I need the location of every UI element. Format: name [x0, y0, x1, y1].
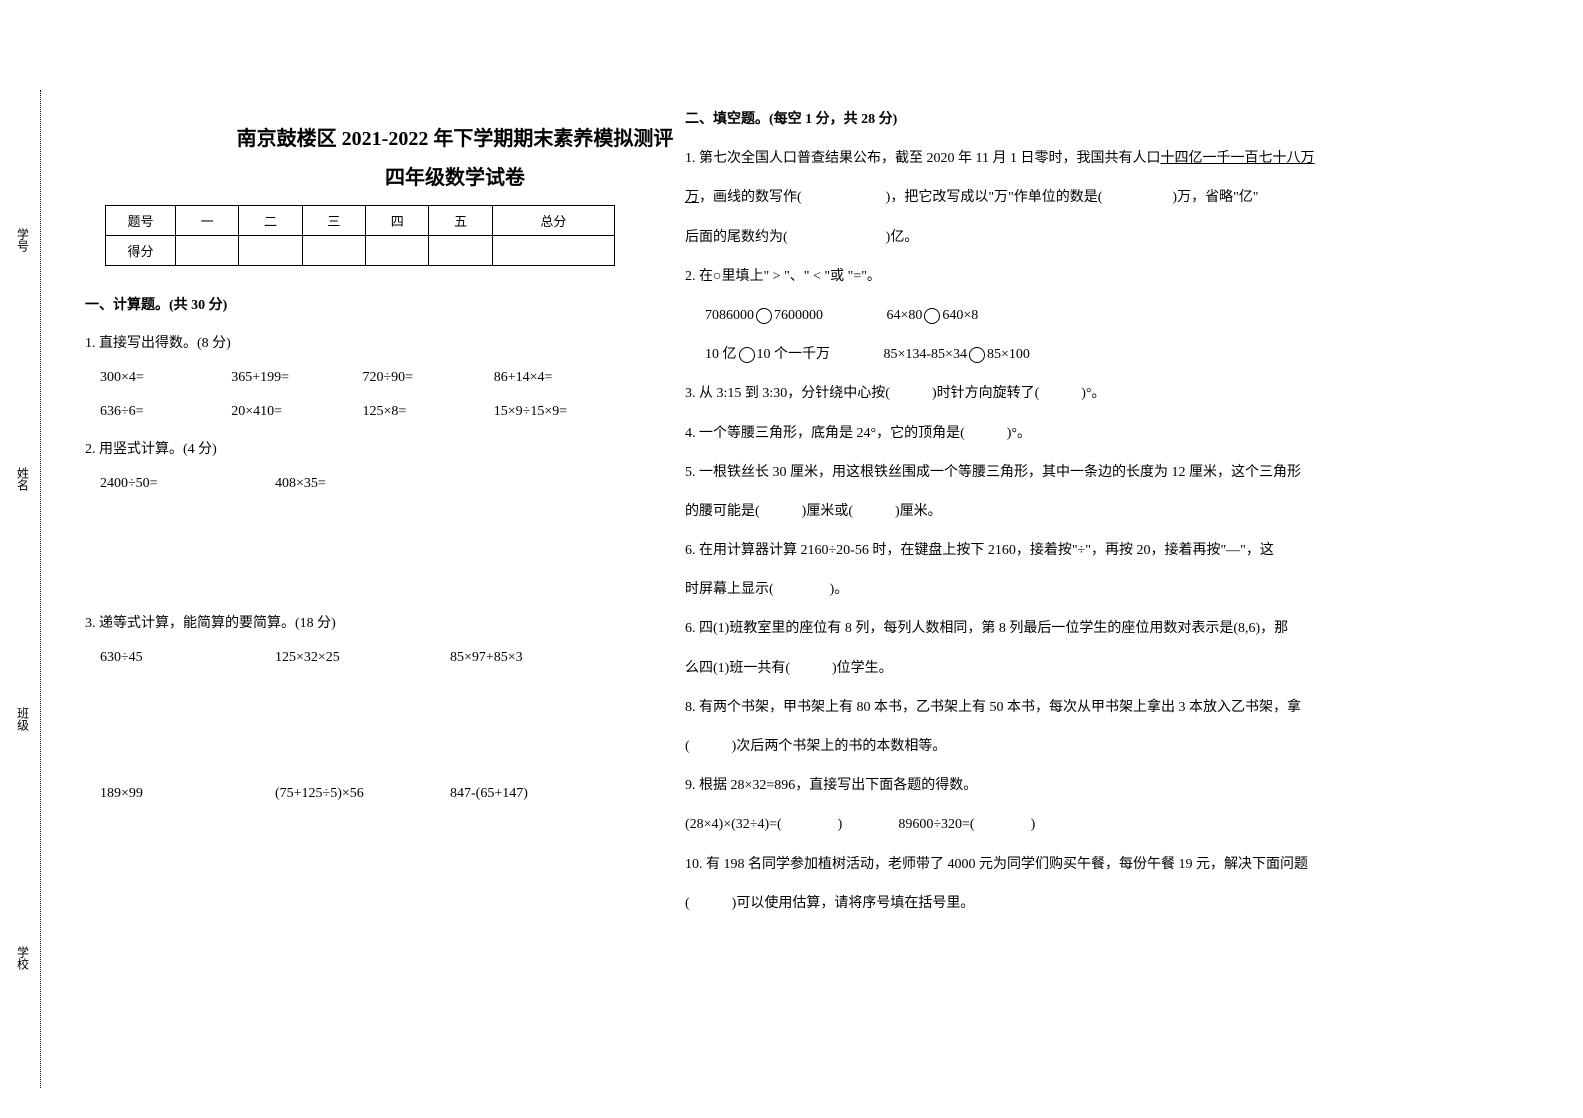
calc-item: (75+125÷5)×56	[275, 786, 450, 802]
calc-item: 2400÷50=	[100, 476, 275, 492]
header-cell: 五	[429, 206, 492, 236]
q3-title: 3. 递等式计算，能简算的要简算。(18 分)	[85, 612, 625, 632]
calc-item: 365+199=	[231, 370, 362, 386]
fill-blank-q9: 9. 根据 28×32=896，直接写出下面各题的得数。	[685, 766, 1465, 805]
header-cell: 四	[366, 206, 429, 236]
calc-item: 630÷45	[100, 650, 275, 666]
fill-blank-q5b: 的腰可能是( )厘米或( )厘米。	[685, 492, 1465, 531]
fill-blank-q6b: 时屏幕上显示( )。	[685, 570, 1465, 609]
calc-row: 636÷6= 20×410= 125×8= 15×9÷15×9=	[85, 404, 625, 420]
score-cell[interactable]	[176, 236, 239, 266]
calc-item: 408×35=	[275, 476, 450, 492]
left-column: 南京鼓楼区 2021-2022 年下学期期末素养模拟测评 四年级数学试卷 题号 …	[85, 60, 645, 923]
score-table: 题号 一 二 三 四 五 总分 得分	[105, 205, 615, 266]
fill-blank-q10: 10. 有 198 名同学参加植树活动，老师带了 4000 元为同学们购买午餐，…	[685, 845, 1465, 884]
class-label: 班级	[15, 707, 32, 731]
section1-title: 一、计算题。(共 30 分)	[85, 294, 625, 314]
header-cell: 三	[302, 206, 365, 236]
fill-blank-q10b: ( )可以使用估算，请将序号填在括号里。	[685, 884, 1465, 923]
name-label: 姓名	[15, 467, 32, 491]
main-title: 南京鼓楼区 2021-2022 年下学期期末素养模拟测评	[205, 122, 705, 151]
calc-row: 300×4= 365+199= 720÷90= 86+14×4=	[85, 370, 625, 386]
score-label: 得分	[106, 236, 176, 266]
header-cell: 二	[239, 206, 302, 236]
right-column: 二、填空题。(每空 1 分，共 28 分) 1. 第七次全国人口普查结果公布，截…	[645, 60, 1465, 923]
fill-blank-q1c: 后面的尾数约为( )亿。	[685, 218, 1465, 257]
fill-blank-q8: 8. 有两个书架，甲书架上有 80 本书，乙书架上有 50 本书，每次从甲书架上…	[685, 688, 1465, 727]
section2-title: 二、填空题。(每空 1 分，共 28 分)	[685, 100, 1465, 139]
table-row: 得分	[106, 236, 615, 266]
student-id-label: 学号	[15, 228, 32, 252]
fill-blank-q6d: 么四(1)班一共有( )位学生。	[685, 649, 1465, 688]
subtitle: 四年级数学试卷	[205, 161, 705, 190]
fill-blank-q2-row1: 70860007600000 64×80640×8	[685, 296, 1465, 335]
fill-blank-q5: 5. 一根铁丝长 30 厘米，用这根铁丝围成一个等腰三角形，其中一条边的长度为 …	[685, 453, 1465, 492]
header-cell: 一	[176, 206, 239, 236]
score-cell[interactable]	[302, 236, 365, 266]
calc-item: 636÷6=	[100, 404, 231, 420]
fill-blank-q3: 3. 从 3:15 到 3:30，分针绕中心按( )时针方向旋转了( )°。	[685, 374, 1465, 413]
q2-title: 2. 用竖式计算。(4 分)	[85, 438, 625, 458]
calc-item: 20×410=	[231, 404, 362, 420]
fill-blank-q6: 6. 在用计算器计算 2160÷20-56 时，在键盘上按下 2160，接着按"…	[685, 531, 1465, 570]
fill-blank-q2: 2. 在○里填上" > "、" < "或 "="。	[685, 257, 1465, 296]
compare-circle[interactable]	[739, 347, 755, 363]
calc-row: 189×99 (75+125÷5)×56 847-(65+147)	[85, 786, 625, 802]
fill-blank-q8b: ( )次后两个书架上的书的本数相等。	[685, 727, 1465, 766]
q1-title: 1. 直接写出得数。(8 分)	[85, 332, 625, 352]
calc-item: 85×97+85×3	[450, 650, 625, 666]
fill-blank-q6c: 6. 四(1)班教室里的座位有 8 列，每列人数相同，第 8 列最后一位学生的座…	[685, 609, 1465, 648]
school-label: 学校	[15, 946, 32, 970]
score-cell[interactable]	[239, 236, 302, 266]
calc-item: 125×32×25	[275, 650, 450, 666]
fill-blank-q4: 4. 一个等腰三角形，底角是 24°，它的顶角是( )°。	[685, 414, 1465, 453]
compare-circle[interactable]	[756, 308, 772, 324]
calc-item: 720÷90=	[363, 370, 494, 386]
calc-item: 847-(65+147)	[450, 786, 625, 802]
score-cell[interactable]	[366, 236, 429, 266]
fill-blank-q2-row2: 10 亿10 个一千万 85×134-85×3485×100	[685, 335, 1465, 374]
underlined-number: 十四亿一千一百七十八万	[1160, 151, 1314, 166]
calc-item: 300×4=	[100, 370, 231, 386]
header-cell: 总分	[492, 206, 614, 236]
header-cell: 题号	[106, 206, 176, 236]
calc-item: 189×99	[100, 786, 275, 802]
fill-blank-q9b: (28×4)×(32÷4)=( ) 89600÷320=( )	[685, 805, 1465, 844]
binding-line	[40, 90, 41, 1088]
table-row: 题号 一 二 三 四 五 总分	[106, 206, 615, 236]
calc-row: 630÷45 125×32×25 85×97+85×3	[85, 650, 625, 666]
fill-blank-q1: 1. 第七次全国人口普查结果公布，截至 2020 年 11 月 1 日零时，我国…	[685, 139, 1465, 178]
fill-blank-q1b: 万，画线的数写作( )，把它改写成以"万"作单位的数是( )万，省略"亿"	[685, 178, 1465, 217]
calc-item: 15×9÷15×9=	[494, 404, 625, 420]
score-cell[interactable]	[492, 236, 614, 266]
student-info-labels: 学号 姓名 班级 学校	[8, 120, 38, 1078]
calc-item: 125×8=	[363, 404, 494, 420]
calc-row: 2400÷50= 408×35=	[85, 476, 625, 492]
compare-circle[interactable]	[969, 347, 985, 363]
calc-item: 86+14×4=	[494, 370, 625, 386]
compare-circle[interactable]	[924, 308, 940, 324]
score-cell[interactable]	[429, 236, 492, 266]
